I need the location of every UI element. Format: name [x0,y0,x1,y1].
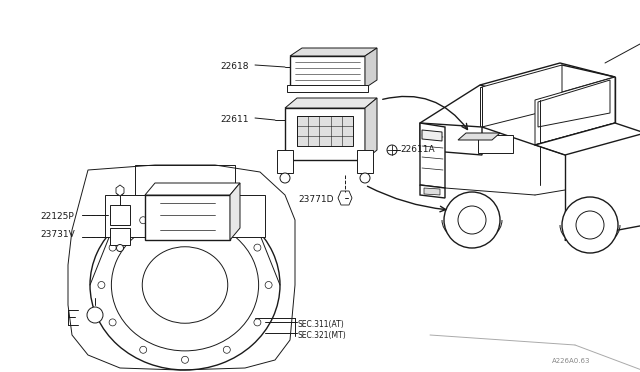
Polygon shape [422,130,442,141]
Text: 22611: 22611 [220,115,248,124]
Polygon shape [116,185,124,196]
Text: 23771D: 23771D [298,195,333,204]
Circle shape [265,282,272,289]
Circle shape [182,356,189,363]
Polygon shape [420,123,445,188]
Polygon shape [105,195,265,237]
Circle shape [458,206,486,234]
Circle shape [140,217,147,224]
Circle shape [223,346,230,353]
Text: 23731V: 23731V [40,230,75,239]
Polygon shape [482,65,562,127]
Circle shape [109,319,116,326]
Circle shape [387,145,397,155]
Polygon shape [420,123,482,155]
Polygon shape [357,150,373,173]
Polygon shape [420,185,445,198]
Polygon shape [535,123,640,155]
Text: A226A0.63: A226A0.63 [552,358,590,364]
Polygon shape [365,98,377,160]
Polygon shape [365,48,377,88]
Circle shape [280,173,290,183]
Polygon shape [110,228,130,245]
Circle shape [360,173,370,183]
Circle shape [98,282,105,289]
Text: 22125P: 22125P [40,212,74,221]
Polygon shape [285,108,365,160]
Circle shape [254,319,261,326]
Polygon shape [145,195,230,240]
Circle shape [223,217,230,224]
Circle shape [109,244,116,251]
Polygon shape [538,80,610,127]
Polygon shape [287,85,368,92]
Polygon shape [458,133,500,140]
Polygon shape [478,135,513,153]
Polygon shape [110,205,130,225]
Polygon shape [424,188,440,195]
Text: SEC.321(MT): SEC.321(MT) [298,331,347,340]
Polygon shape [290,48,377,56]
Circle shape [576,211,604,239]
Circle shape [116,244,124,251]
Polygon shape [290,56,365,88]
Circle shape [444,192,500,248]
Polygon shape [535,77,615,145]
Polygon shape [338,191,352,205]
Polygon shape [135,165,235,195]
Circle shape [116,189,124,196]
Polygon shape [285,98,377,108]
Polygon shape [230,183,240,240]
Circle shape [182,207,189,214]
Polygon shape [480,87,482,127]
Text: SEC.311(AT): SEC.311(AT) [298,320,345,329]
Polygon shape [297,116,353,146]
Text: 22618: 22618 [220,62,248,71]
Polygon shape [480,63,615,100]
Polygon shape [277,150,293,173]
Circle shape [562,197,618,253]
Polygon shape [145,183,240,195]
Circle shape [254,244,261,251]
Circle shape [87,307,103,323]
Text: 22611A: 22611A [400,145,435,154]
Circle shape [140,346,147,353]
Circle shape [339,192,351,204]
